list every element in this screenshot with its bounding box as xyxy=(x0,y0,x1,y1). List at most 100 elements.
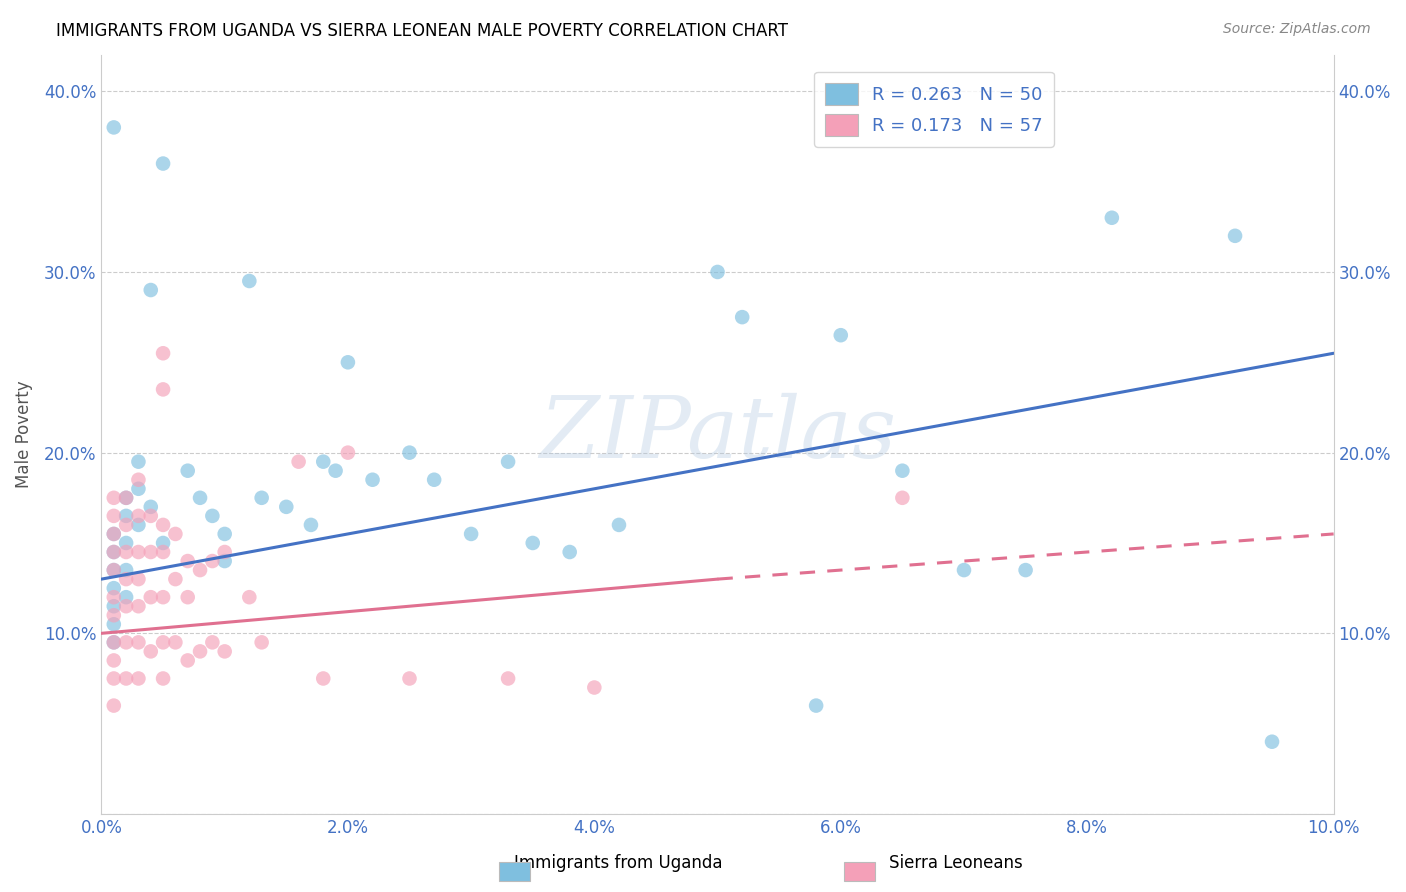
Point xyxy=(830,328,852,343)
Point xyxy=(201,635,224,649)
Point xyxy=(103,545,125,559)
Point xyxy=(731,310,754,325)
Point xyxy=(127,517,149,532)
Point xyxy=(103,120,125,135)
Point xyxy=(188,644,211,658)
Point xyxy=(496,455,519,469)
Point xyxy=(607,517,630,532)
Legend: R = 0.263   N = 50, R = 0.173   N = 57: R = 0.263 N = 50, R = 0.173 N = 57 xyxy=(814,71,1053,146)
Point xyxy=(250,491,273,505)
Point xyxy=(165,572,187,586)
Point xyxy=(238,274,260,288)
Point xyxy=(103,508,125,523)
Point xyxy=(127,635,149,649)
Point xyxy=(103,599,125,614)
Point xyxy=(115,599,138,614)
Point xyxy=(103,590,125,604)
Point xyxy=(214,554,236,568)
Point xyxy=(139,500,162,514)
Point xyxy=(188,491,211,505)
Point xyxy=(1101,211,1123,225)
Point xyxy=(103,527,125,541)
Point xyxy=(115,508,138,523)
Point xyxy=(115,672,138,686)
Point xyxy=(103,527,125,541)
Point xyxy=(177,590,200,604)
Point xyxy=(115,572,138,586)
Point xyxy=(188,563,211,577)
Point xyxy=(103,672,125,686)
Point xyxy=(1223,228,1246,243)
Point xyxy=(103,635,125,649)
Point xyxy=(522,536,544,550)
Point xyxy=(312,672,335,686)
Point xyxy=(139,644,162,658)
Point xyxy=(152,156,174,170)
Point xyxy=(201,554,224,568)
Point xyxy=(103,698,125,713)
Point xyxy=(152,672,174,686)
Point xyxy=(115,545,138,559)
Point xyxy=(152,536,174,550)
Text: ZIPatlas: ZIPatlas xyxy=(538,393,896,476)
Point xyxy=(152,346,174,360)
Point xyxy=(336,445,359,459)
Point xyxy=(139,545,162,559)
Point xyxy=(139,508,162,523)
Point xyxy=(238,590,260,604)
Point xyxy=(115,536,138,550)
Point xyxy=(127,545,149,559)
Point xyxy=(127,473,149,487)
Point xyxy=(115,590,138,604)
Point xyxy=(152,517,174,532)
Point xyxy=(165,635,187,649)
Point xyxy=(214,644,236,658)
Point xyxy=(115,517,138,532)
Point xyxy=(299,517,322,532)
Point xyxy=(287,455,309,469)
Point xyxy=(1014,563,1036,577)
Point xyxy=(127,672,149,686)
Text: IMMIGRANTS FROM UGANDA VS SIERRA LEONEAN MALE POVERTY CORRELATION CHART: IMMIGRANTS FROM UGANDA VS SIERRA LEONEAN… xyxy=(56,22,789,40)
Point xyxy=(214,545,236,559)
Point xyxy=(103,545,125,559)
Point xyxy=(1261,735,1284,749)
Text: Immigrants from Uganda: Immigrants from Uganda xyxy=(515,855,723,872)
Point xyxy=(177,464,200,478)
Point xyxy=(312,455,335,469)
Point xyxy=(115,491,138,505)
Y-axis label: Male Poverty: Male Poverty xyxy=(15,381,32,489)
Point xyxy=(127,482,149,496)
Point xyxy=(177,554,200,568)
Point xyxy=(152,383,174,397)
Point xyxy=(103,491,125,505)
Point xyxy=(496,672,519,686)
Point xyxy=(152,635,174,649)
Point xyxy=(558,545,581,559)
Point xyxy=(127,572,149,586)
Point xyxy=(103,635,125,649)
Point xyxy=(583,681,606,695)
Point xyxy=(201,508,224,523)
Point xyxy=(139,590,162,604)
Point xyxy=(103,617,125,632)
Point xyxy=(127,455,149,469)
Text: Sierra Leoneans: Sierra Leoneans xyxy=(889,855,1024,872)
Point xyxy=(177,653,200,667)
Point xyxy=(103,581,125,595)
Point xyxy=(891,464,914,478)
Point xyxy=(891,491,914,505)
Point xyxy=(214,527,236,541)
Point xyxy=(398,445,420,459)
Point xyxy=(460,527,482,541)
Point xyxy=(103,608,125,623)
Point xyxy=(165,527,187,541)
Point xyxy=(398,672,420,686)
Point xyxy=(115,635,138,649)
Point xyxy=(804,698,827,713)
Point xyxy=(103,563,125,577)
Point xyxy=(361,473,384,487)
Point xyxy=(115,563,138,577)
Point xyxy=(115,491,138,505)
Point xyxy=(152,545,174,559)
